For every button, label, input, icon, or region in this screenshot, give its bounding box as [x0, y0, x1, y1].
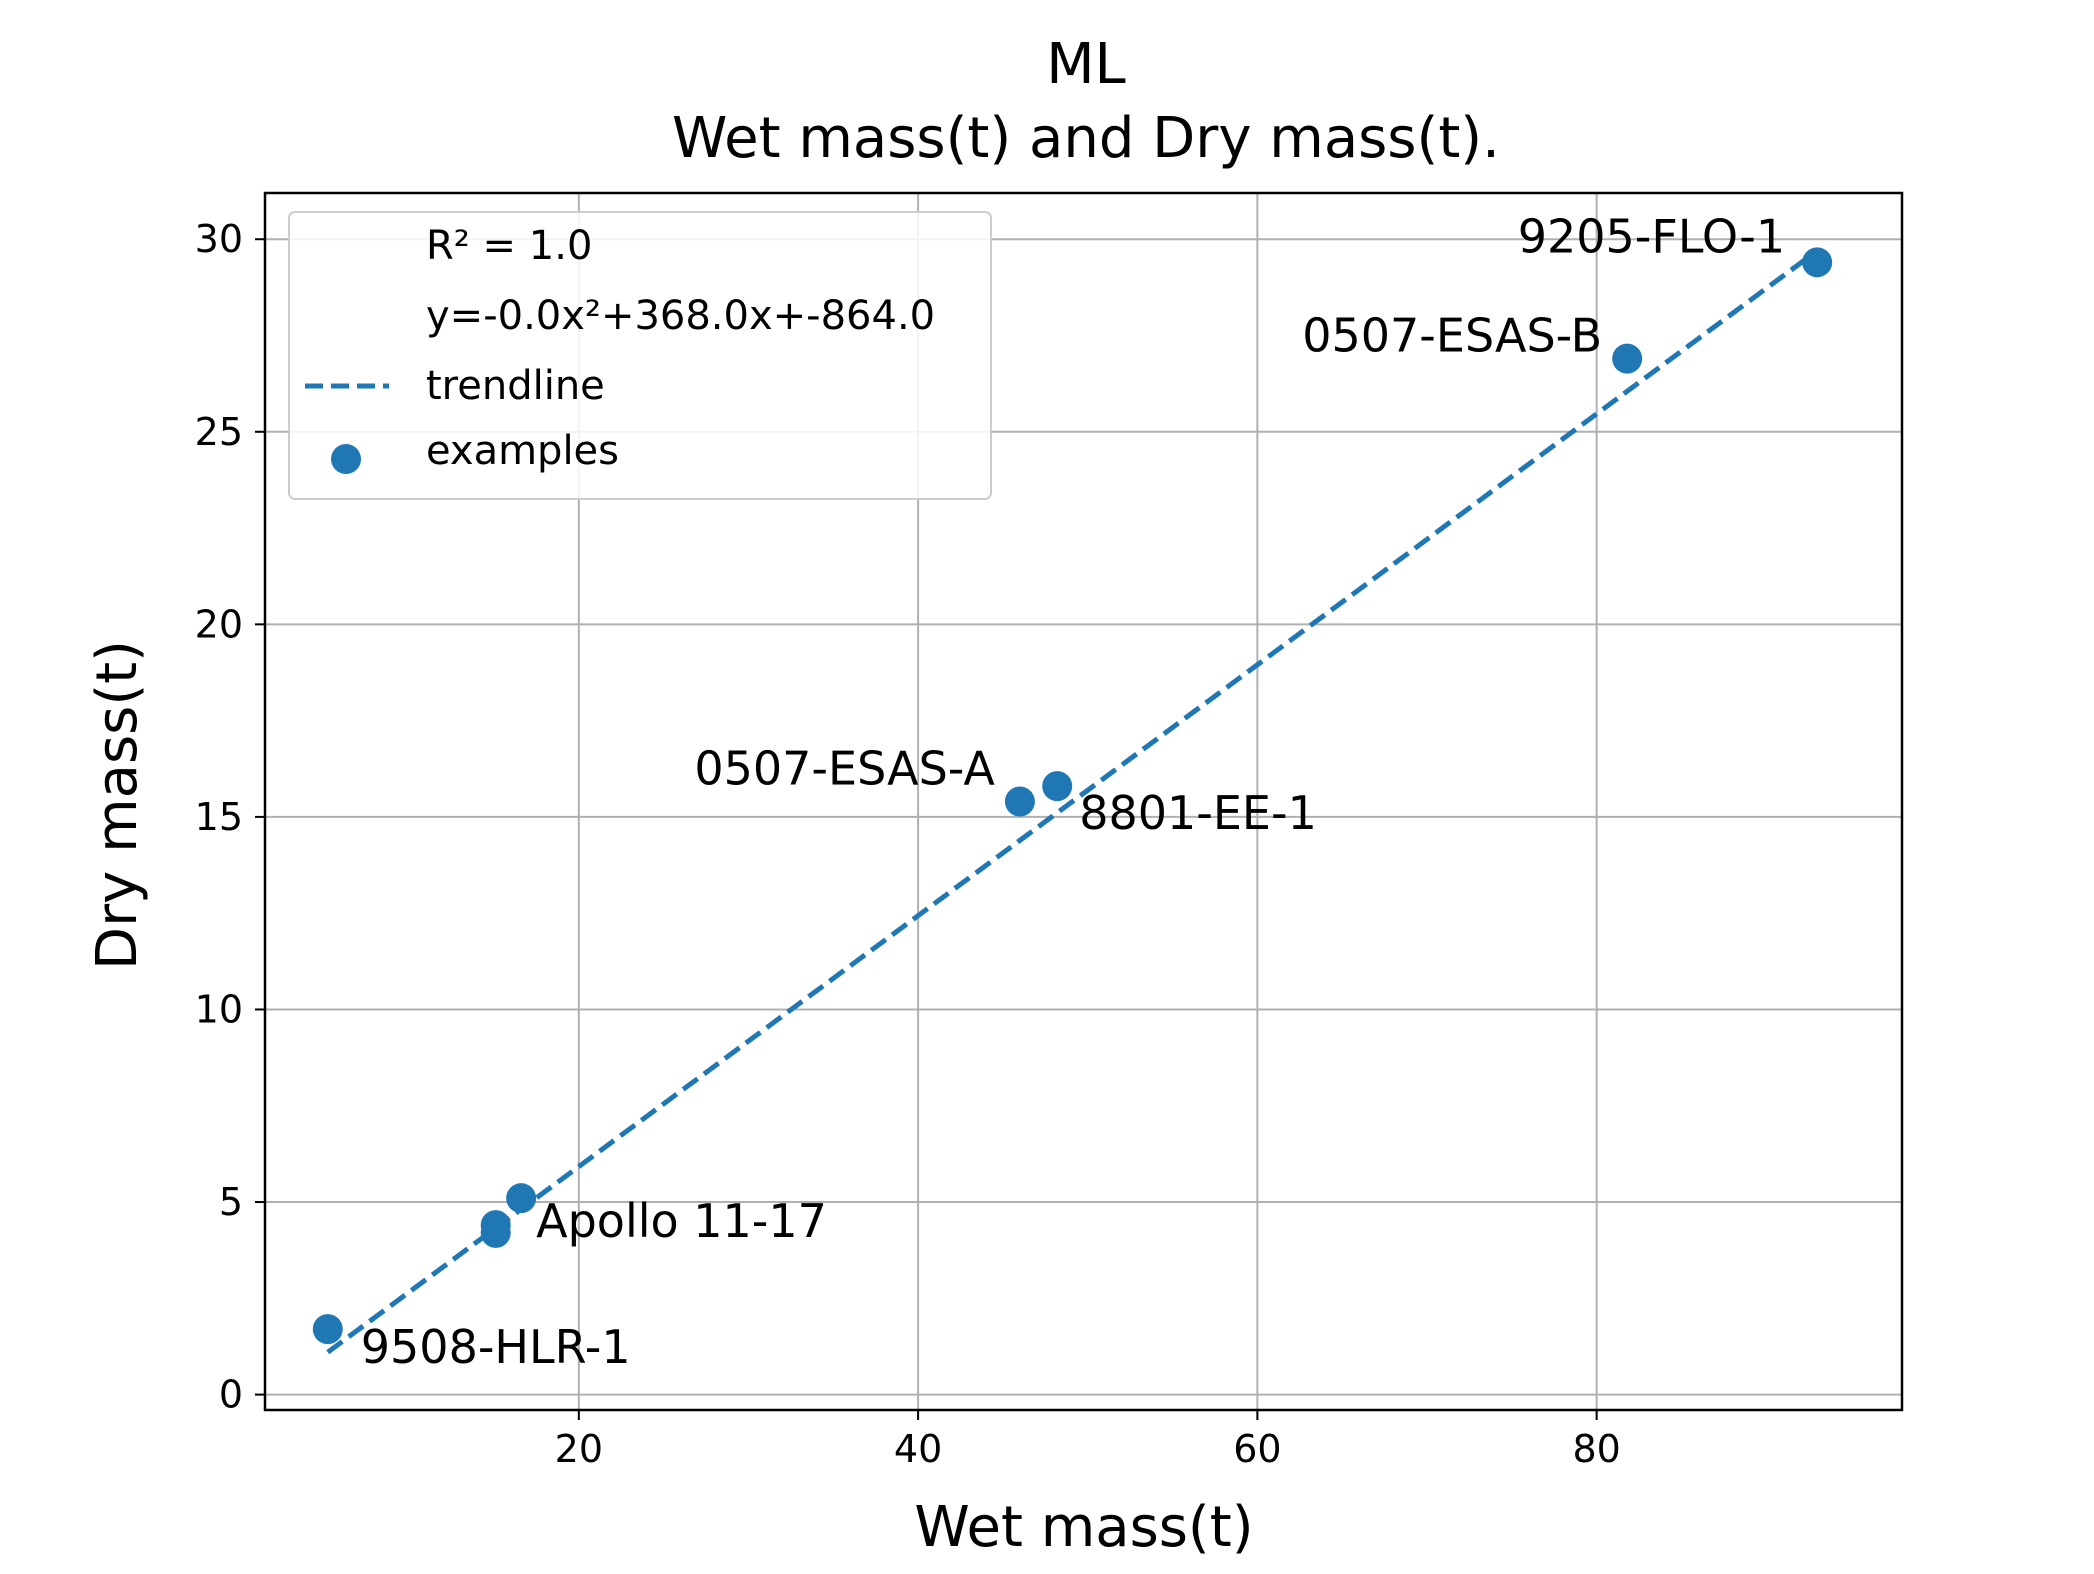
legend-box — [288, 211, 992, 500]
scatter-point — [1004, 786, 1035, 817]
x-tick-label: 60 — [1233, 1427, 1281, 1471]
point-label: 9508-HLR-1 — [361, 1320, 631, 1374]
scatter-point — [480, 1210, 511, 1241]
legend-examples-swatch — [331, 444, 361, 474]
y-tick-label: 20 — [195, 602, 243, 646]
x-axis-label: Wet mass(t) — [914, 1495, 1253, 1560]
point-label: 9205-FLO-1 — [1518, 209, 1785, 263]
y-tick-label: 25 — [195, 410, 243, 454]
x-tick-label: 40 — [894, 1427, 942, 1471]
grid-lines — [265, 193, 1902, 1410]
chart-title: ML — [1046, 32, 1126, 97]
legend-entry-equation: y=-0.0x²+368.0x+-864.0 — [426, 293, 935, 339]
legend-entry-trendline: trendline — [426, 363, 605, 409]
axes: 20 40 60 80 0 5 10 15 20 25 30 — [195, 191, 1904, 1471]
point-label: 0507-ESAS-A — [694, 742, 995, 796]
point-label: 8801-EE-1 — [1079, 786, 1317, 840]
scatter-point — [1802, 247, 1833, 278]
scatter-point — [1612, 343, 1643, 374]
y-tick-label: 15 — [195, 795, 243, 839]
point-labels-layer: 9508-HLR-1 Apollo 11-17 0507-ESAS-A 8801-EE… — [361, 209, 1785, 1374]
legend-entry-r2: R² = 1.0 — [426, 223, 592, 269]
trendline-layer — [326, 248, 1819, 1355]
point-label: 0507-ESAS-B — [1302, 309, 1602, 363]
y-tick-label: 0 — [219, 1373, 243, 1417]
scatter-point — [312, 1314, 343, 1345]
plot-frame — [263, 191, 1904, 1412]
legend-entry-examples: examples — [426, 428, 619, 474]
chart-subtitle: Wet mass(t) and Dry mass(t). — [672, 106, 1500, 171]
x-tick-label: 20 — [555, 1427, 603, 1471]
trendline — [326, 248, 1819, 1355]
x-tick-label: 80 — [1572, 1427, 1620, 1471]
scatter-points-layer — [312, 247, 1833, 1345]
point-label: Apollo 11-17 — [536, 1194, 827, 1248]
y-tick-label: 30 — [195, 217, 243, 261]
scatter-point — [1042, 771, 1073, 802]
scatter-point — [506, 1183, 537, 1214]
y-tick-label: 5 — [219, 1180, 243, 1224]
y-axis-label: Dry mass(t) — [85, 640, 150, 970]
y-tick-label: 10 — [195, 987, 243, 1031]
legend: R² = 1.0 y=-0.0x²+368.0x+-864.0 trendlin… — [288, 211, 992, 500]
